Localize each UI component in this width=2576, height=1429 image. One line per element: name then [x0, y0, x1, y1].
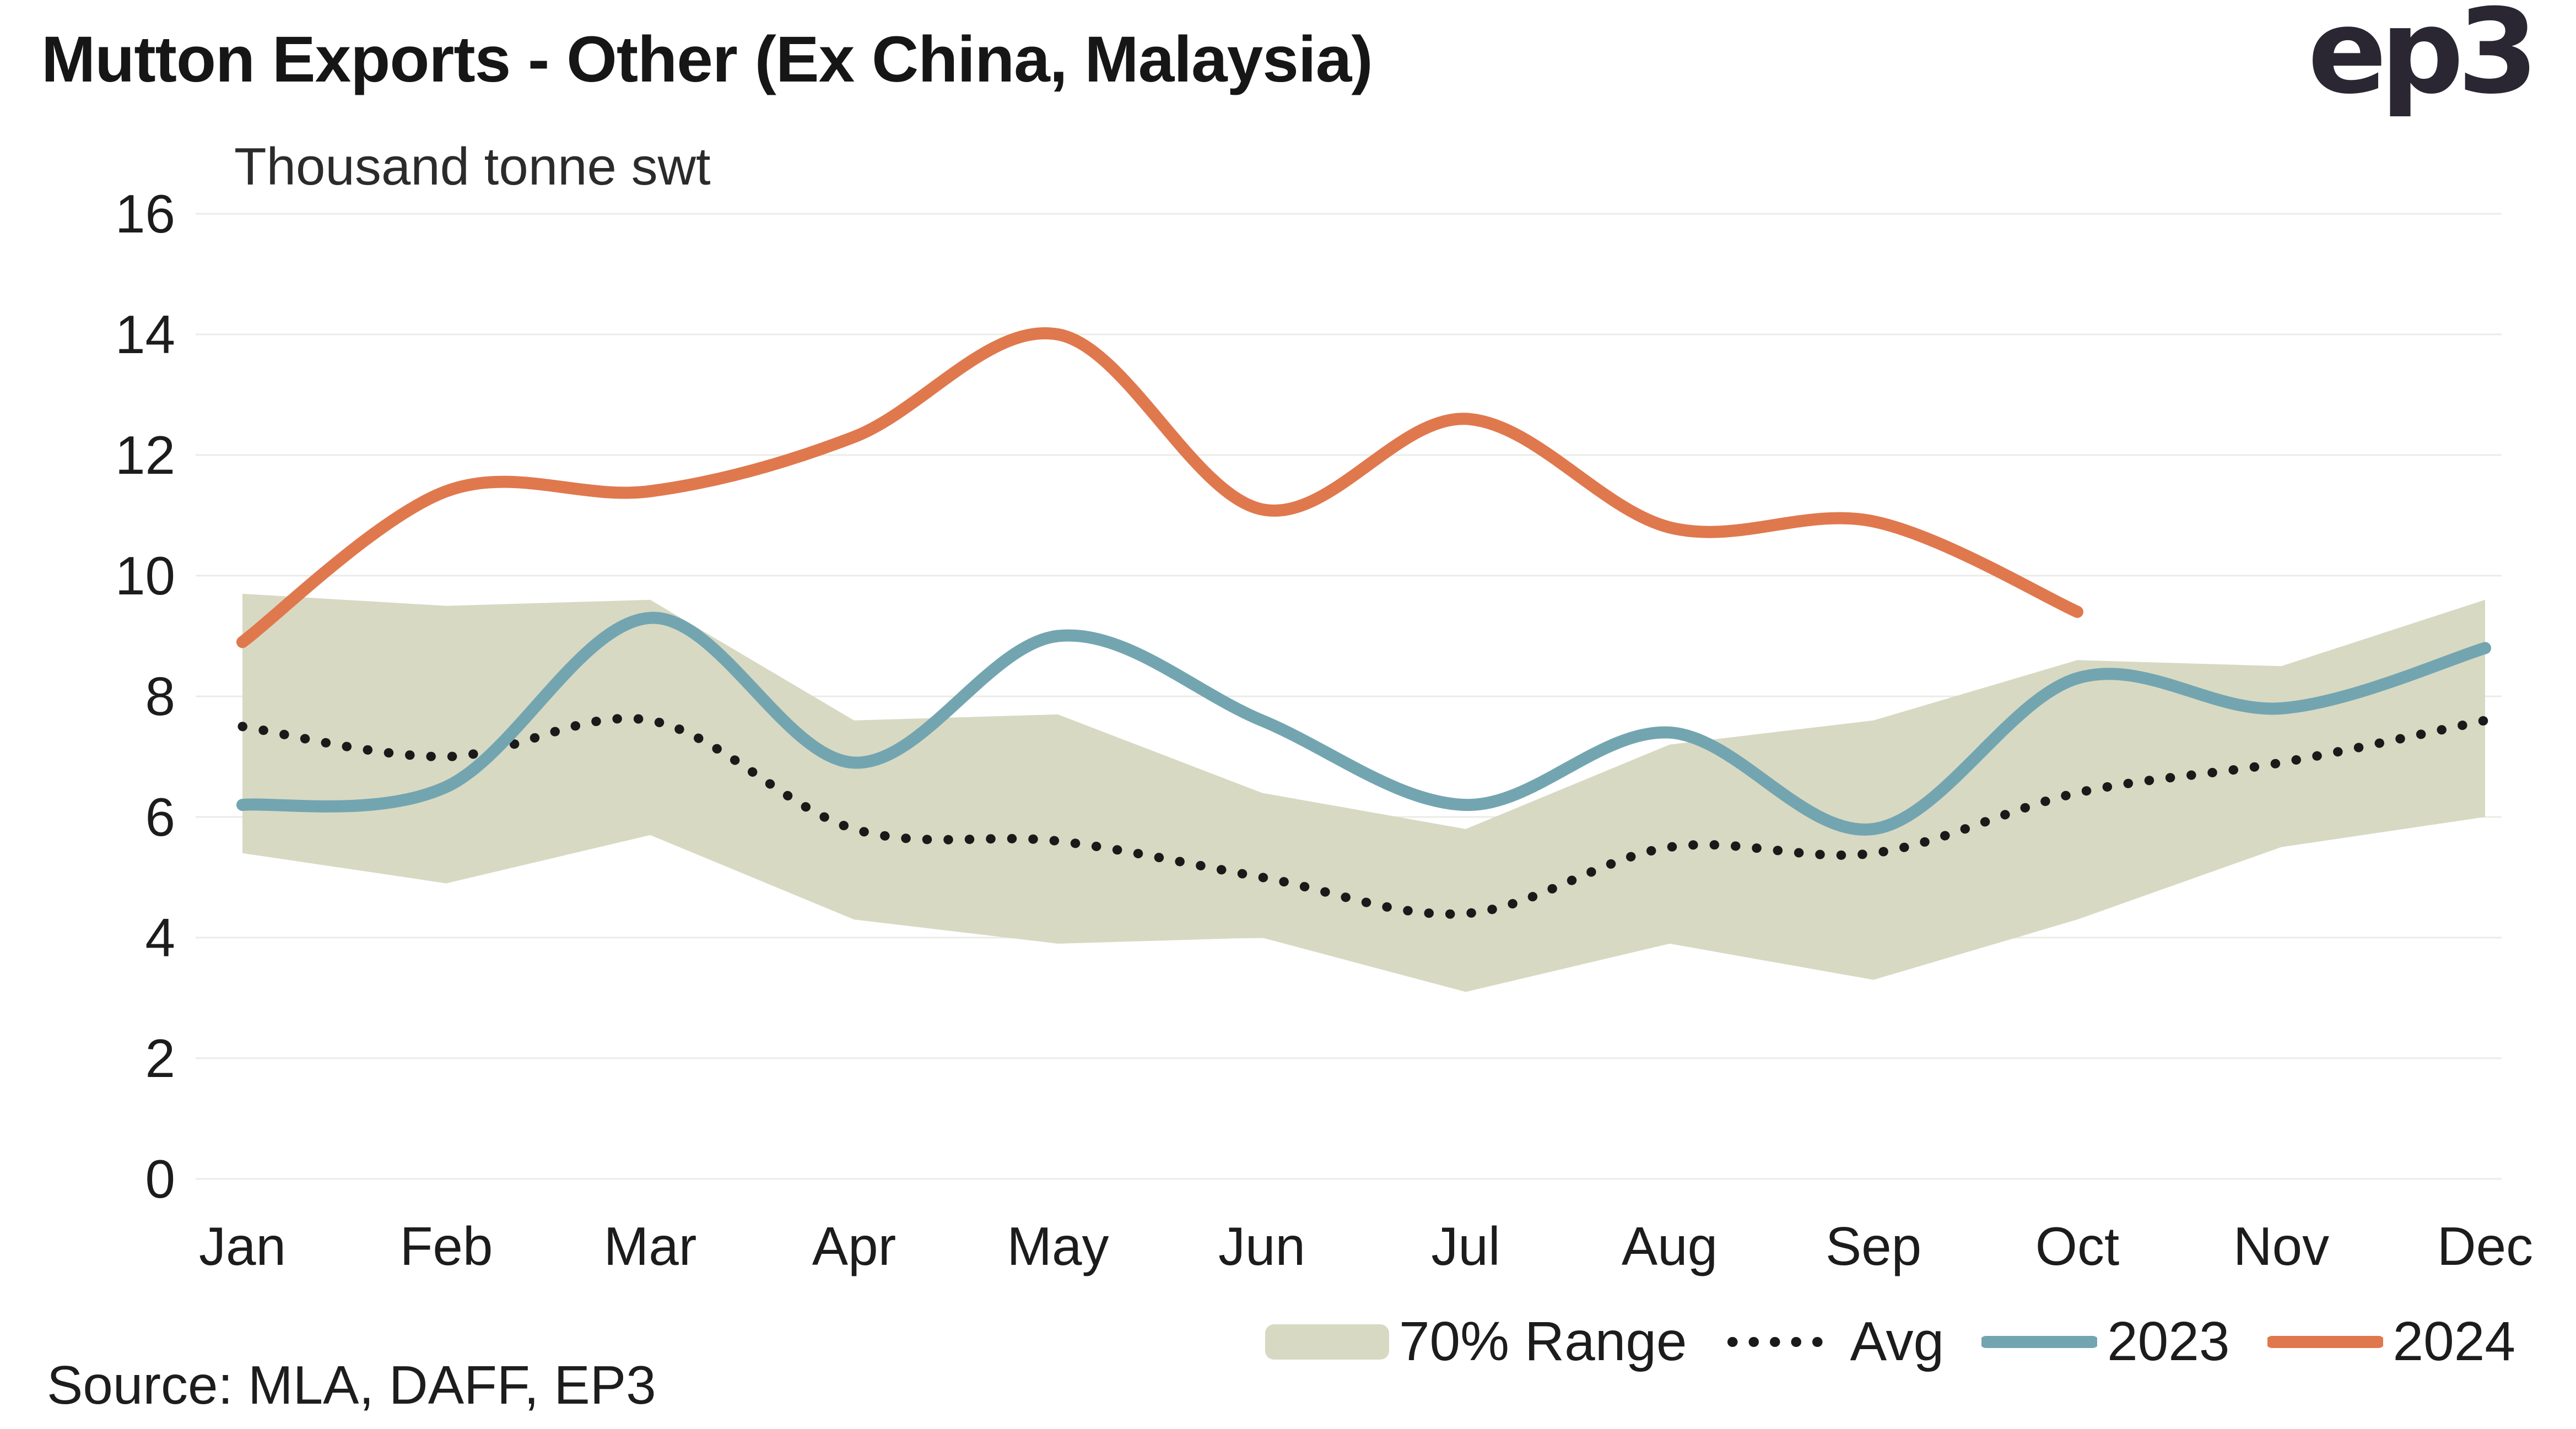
x-tick-label: Mar	[604, 1216, 697, 1276]
legend-item-range: 70% Range	[1265, 1310, 1687, 1373]
y-tick-label: 8	[145, 666, 175, 727]
x-tick-label: Jul	[1431, 1216, 1500, 1276]
avg-line-sample	[1727, 1336, 1840, 1347]
series-line-avg	[237, 713, 2490, 919]
range-band-area	[242, 593, 2485, 992]
legend-label-range: 70% Range	[1398, 1311, 1687, 1372]
legend-item-avg: Avg	[1725, 1310, 1945, 1373]
y-tick-label: 12	[115, 425, 175, 485]
range-swatch	[1265, 1324, 1389, 1360]
y-tick-label: 2	[145, 1028, 175, 1089]
x-tick-label: Aug	[1622, 1216, 1718, 1276]
x-tick-label: Jan	[199, 1216, 286, 1276]
series-line-2024	[236, 327, 2083, 648]
legend: 70% Range Avg 2023 2024	[1265, 1310, 2515, 1373]
x-tick-label: Nov	[2233, 1216, 2329, 1276]
y-tick-label: 10	[115, 545, 175, 606]
series-line-2023	[236, 611, 2491, 836]
page-title: Mutton Exports - Other (Ex China, Malays…	[41, 23, 1373, 96]
x-tick-label: Dec	[2437, 1216, 2533, 1276]
x-tick-label: Jun	[1218, 1216, 1305, 1276]
legend-label-avg: Avg	[1850, 1311, 1945, 1372]
ep3-logo: ep3	[2307, 0, 2539, 120]
x-tick-label: Oct	[2035, 1216, 2119, 1276]
legend-item-2023: 2023	[1981, 1310, 2230, 1373]
y-tick-label: 6	[145, 787, 175, 847]
y-axis-unit-label: Thousand tonne swt	[234, 137, 711, 196]
legend-label-2024: 2024	[2393, 1311, 2515, 1372]
line-2023-sample	[1981, 1335, 2098, 1348]
y-tick-label: 14	[115, 304, 175, 365]
source-note: Source: MLA, DAFF, EP3	[47, 1355, 656, 1415]
x-tick-label: Sep	[1826, 1216, 1921, 1276]
x-tick-label: Apr	[812, 1216, 897, 1276]
line-2024-sample	[2267, 1335, 2383, 1348]
legend-item-2024: 2024	[2267, 1310, 2515, 1373]
y-tick-label: 4	[145, 907, 175, 968]
x-tick-label: Feb	[400, 1216, 493, 1276]
y-tick-label: 0	[145, 1149, 175, 1209]
x-tick-label: May	[1007, 1216, 1109, 1276]
legend-label-2023: 2023	[2107, 1311, 2230, 1372]
y-tick-label: 16	[115, 183, 175, 244]
range-swatch-rect	[1265, 1324, 1389, 1360]
